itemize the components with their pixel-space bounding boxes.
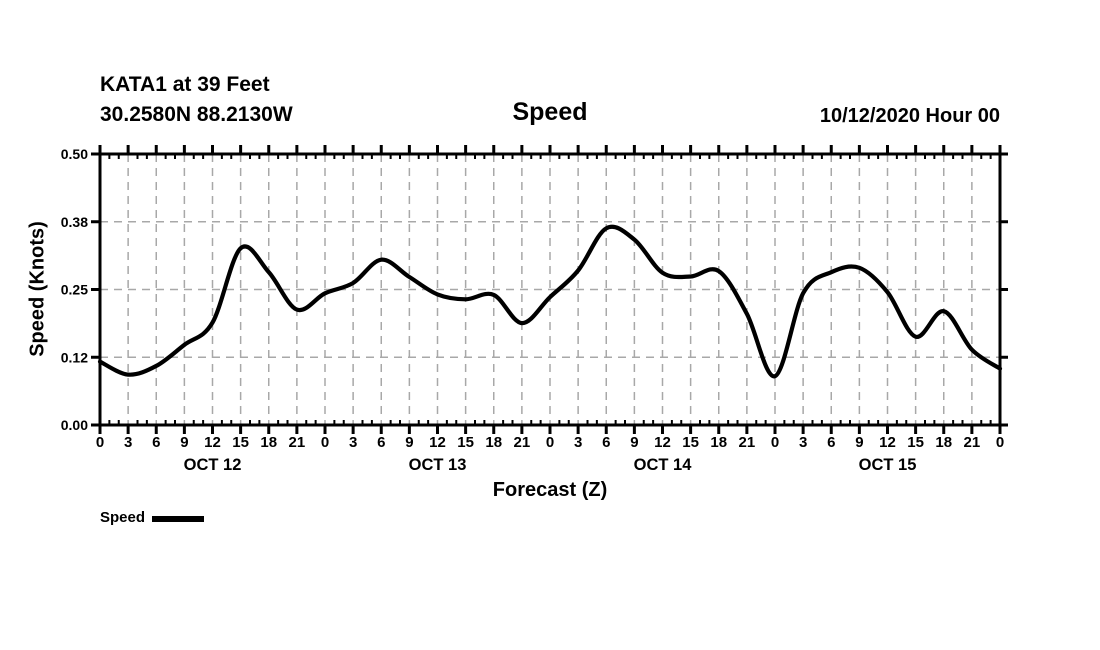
x-tick-label: 0: [771, 434, 779, 451]
x-tick-label: 12: [429, 434, 446, 451]
x-tick-label: 18: [485, 434, 502, 451]
x-tick-label: 0: [321, 434, 329, 451]
x-tick-label: 21: [964, 434, 981, 451]
x-tick-label: 3: [574, 434, 582, 451]
x-tick-label: 0: [996, 434, 1004, 451]
station-id: KATA1 at 39 Feet: [100, 73, 270, 96]
x-tick-label: 15: [457, 434, 474, 451]
x-tick-label: 12: [204, 434, 221, 451]
x-tick-label: 18: [935, 434, 952, 451]
x-tick-label: 12: [654, 434, 671, 451]
x-tick-label: 15: [682, 434, 699, 451]
day-label: OCT 12: [184, 456, 242, 474]
x-tick-label: 6: [152, 434, 160, 451]
x-tick-label: 3: [124, 434, 132, 451]
y-tick-label: 0.00: [61, 417, 88, 433]
speed-curve: [97, 224, 1003, 379]
day-label: OCT 14: [634, 456, 693, 474]
x-axis-title: Forecast (Z): [492, 479, 608, 501]
day-label: OCT 13: [409, 456, 467, 474]
y-axis-title: Speed (Knots): [26, 221, 49, 357]
x-tick-label: 21: [739, 434, 756, 451]
x-tick-label: 3: [799, 434, 807, 451]
y-tick-label: 0.12: [61, 349, 88, 365]
x-tick-label: 9: [180, 434, 188, 451]
y-tick-label: 0.25: [61, 282, 88, 298]
chart-title: Speed: [512, 98, 588, 126]
x-tick-label: 9: [630, 434, 638, 451]
x-tick-label: 6: [377, 434, 385, 451]
x-tick-label: 0: [96, 434, 104, 451]
x-tick-label: 12: [879, 434, 896, 451]
x-tick-label: 15: [232, 434, 249, 451]
x-tick-label: 6: [602, 434, 610, 451]
x-tick-label: 9: [405, 434, 413, 451]
x-tick-label: 6: [827, 434, 835, 451]
day-label: OCT 15: [859, 456, 917, 474]
legend-line-swatch: [152, 516, 205, 522]
x-tick-label: 21: [289, 434, 306, 451]
y-tick-label: 0.50: [61, 146, 88, 162]
forecast-run-date: 10/12/2020 Hour 00: [819, 105, 1000, 127]
y-tick-label: 0.38: [61, 214, 88, 230]
x-tick-label: 18: [260, 434, 277, 451]
x-tick-label: 3: [349, 434, 357, 451]
x-tick-label: 15: [907, 434, 924, 451]
plot-frame: [98, 152, 1002, 427]
x-tick-label: 21: [514, 434, 531, 451]
x-tick-label: 0: [546, 434, 554, 451]
legend-label: Speed: [100, 509, 146, 526]
x-tick-label: 9: [855, 434, 863, 451]
x-tick-label: 18: [710, 434, 727, 451]
legend: Speed: [100, 509, 205, 526]
station-coordinates: 30.2580N 88.2130W: [100, 103, 293, 126]
